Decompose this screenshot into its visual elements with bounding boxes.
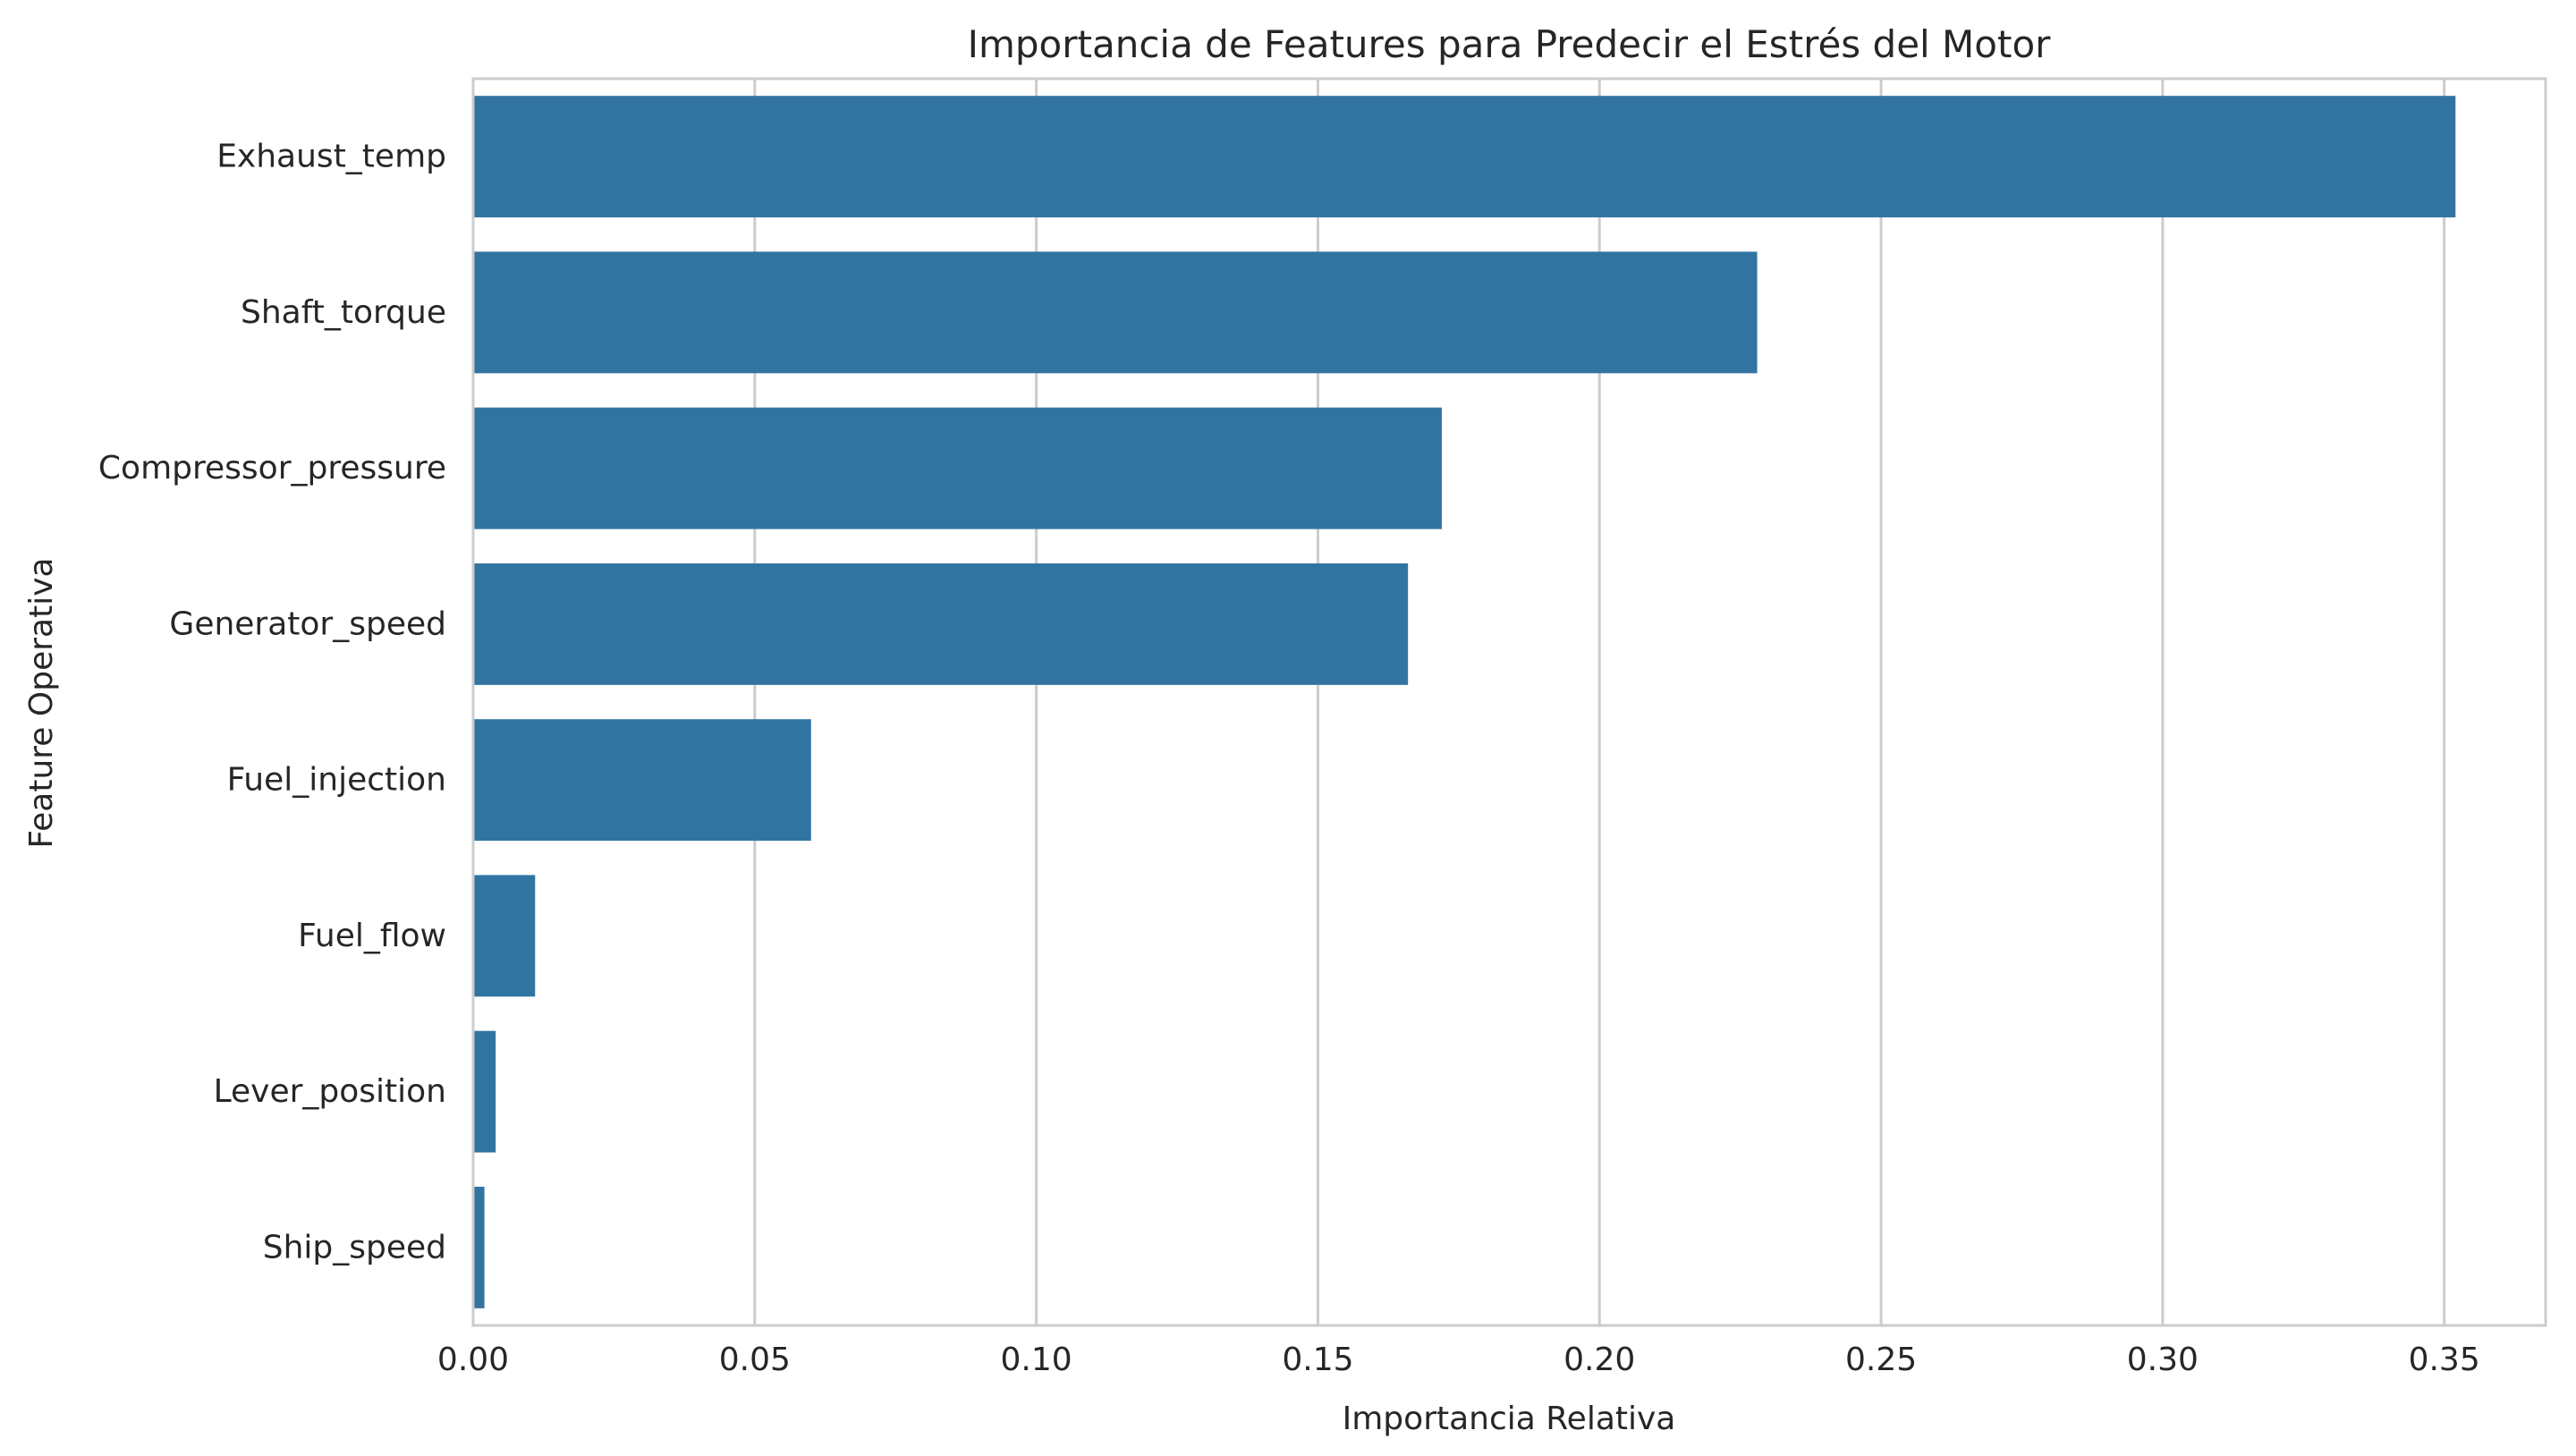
y-tick-label: Generator_speed: [169, 605, 446, 642]
x-tick-label: 0.05: [719, 1342, 791, 1378]
plot-frame: [471, 77, 2547, 1327]
x-tick-label: 0.30: [2127, 1342, 2199, 1378]
x-tick-labels: 0.00 0.05 0.10 0.15 0.20 0.25 0.30 0.35: [437, 1342, 2480, 1378]
x-axis-label: Importancia Relativa: [1343, 1401, 1676, 1437]
chart-title: Importancia de Features para Predecir el…: [968, 22, 2052, 66]
bar-generator-speed: [473, 563, 1409, 685]
y-tick-label: Exhaust_temp: [216, 139, 446, 175]
bar-fuel-injection: [473, 719, 811, 842]
x-tick-label: 0.15: [1282, 1342, 1353, 1378]
y-tick-label: Fuel_injection: [227, 762, 446, 799]
y-tick-labels: Exhaust_temp Shaft_torque Compressor_press…: [98, 139, 446, 1266]
y-tick-label: Ship_speed: [263, 1229, 446, 1266]
bar-shaft-torque: [473, 251, 1758, 374]
x-tick-label: 0.25: [1845, 1342, 1917, 1378]
x-tick-label: 0.20: [1563, 1342, 1635, 1378]
bar-exhaust-temp: [473, 96, 2456, 218]
y-tick-label: Compressor_pressure: [98, 450, 446, 487]
x-tick-label: 0.35: [2409, 1342, 2480, 1378]
bar-compressor-pressure: [473, 407, 1442, 529]
x-tick-label: 0.00: [437, 1342, 509, 1378]
y-tick-label: Lever_position: [214, 1073, 446, 1110]
bar-lever-position: [473, 1030, 496, 1153]
bars: [473, 96, 2456, 1308]
y-tick-label: Fuel_flow: [298, 918, 446, 954]
y-axis-label: Feature Operativa: [23, 557, 60, 848]
bar-fuel-flow: [473, 875, 536, 997]
y-tick-label: Shaft_torque: [241, 294, 446, 331]
bar-ship-speed: [473, 1186, 485, 1308]
x-tick-label: 0.10: [1001, 1342, 1072, 1378]
